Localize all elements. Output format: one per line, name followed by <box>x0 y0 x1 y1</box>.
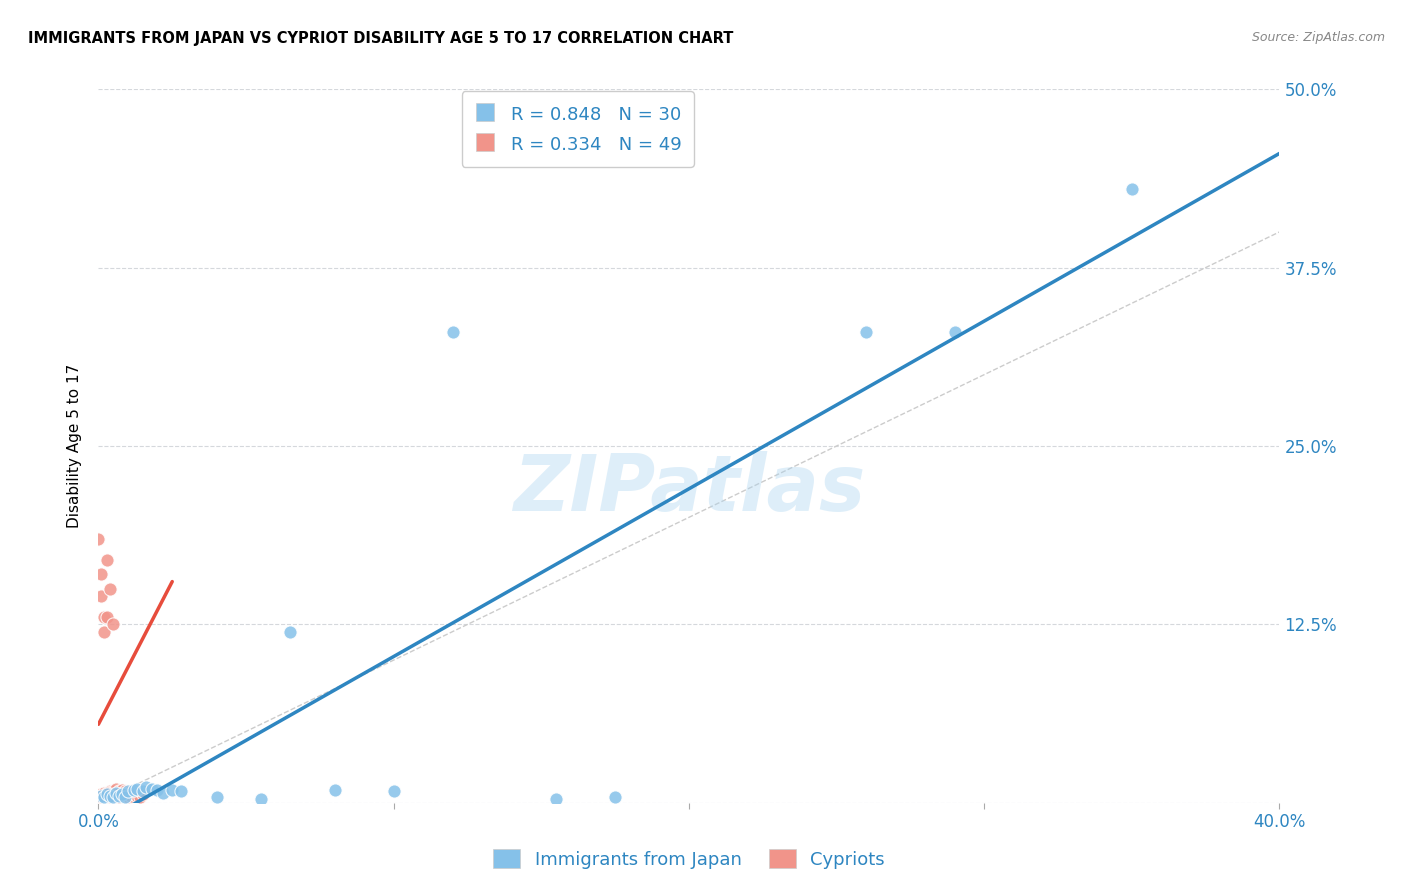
Legend: Immigrants from Japan, Cypriots: Immigrants from Japan, Cypriots <box>486 842 891 876</box>
Point <box>125 781 148 796</box>
Point <box>132 784 155 798</box>
Point <box>120 784 142 798</box>
Point <box>114 790 136 805</box>
Y-axis label: Disability Age 5 to 17: Disability Age 5 to 17 <box>67 364 83 528</box>
Point <box>90 589 112 603</box>
Point <box>108 787 131 801</box>
Point <box>93 789 115 803</box>
Point <box>146 783 169 797</box>
Point <box>111 789 134 803</box>
Text: IMMIGRANTS FROM JAPAN VS CYPRIOT DISABILITY AGE 5 TO 17 CORRELATION CHART: IMMIGRANTS FROM JAPAN VS CYPRIOT DISABIL… <box>28 31 734 46</box>
Point <box>93 786 115 800</box>
Point <box>128 789 150 803</box>
Point <box>250 791 273 805</box>
Point <box>108 784 131 798</box>
Point <box>162 783 183 797</box>
Point <box>1121 182 1143 196</box>
Point <box>855 325 877 339</box>
Point <box>111 787 134 801</box>
Point <box>103 784 125 798</box>
Point <box>103 789 125 803</box>
Point <box>98 789 121 803</box>
Point <box>90 567 112 582</box>
Point <box>111 786 134 800</box>
Point <box>96 787 118 801</box>
Point <box>382 784 405 798</box>
Point <box>90 790 112 805</box>
Point <box>114 787 136 801</box>
Point <box>170 784 193 798</box>
Point <box>105 787 128 801</box>
Point <box>132 787 155 801</box>
Point <box>441 325 464 339</box>
Point <box>111 783 134 797</box>
Point <box>87 532 110 546</box>
Point <box>114 784 136 798</box>
Point <box>117 789 139 803</box>
Point <box>546 791 568 805</box>
Point <box>96 610 118 624</box>
Point <box>605 790 627 805</box>
Point <box>96 786 118 800</box>
Point <box>93 790 115 805</box>
Point <box>117 786 139 800</box>
Point <box>135 780 157 794</box>
Point <box>114 787 136 801</box>
Point <box>125 787 148 801</box>
Point <box>125 789 148 803</box>
Point <box>117 784 139 798</box>
Point <box>943 325 966 339</box>
Point <box>141 781 163 796</box>
Point <box>108 789 131 803</box>
Point <box>122 783 145 797</box>
Point <box>122 786 145 800</box>
Point <box>103 617 125 632</box>
Point <box>96 553 118 567</box>
Point <box>280 624 302 639</box>
Point <box>108 790 131 805</box>
Point <box>105 789 128 803</box>
Point <box>98 789 121 803</box>
Point <box>128 790 150 805</box>
Text: Source: ZipAtlas.com: Source: ZipAtlas.com <box>1251 31 1385 45</box>
Point <box>105 786 128 800</box>
Point <box>117 790 139 805</box>
Point <box>120 789 142 803</box>
Point <box>103 787 125 801</box>
Point <box>132 786 155 800</box>
Point <box>122 787 145 801</box>
Point <box>87 789 110 803</box>
Point <box>98 582 121 596</box>
Point <box>103 790 125 805</box>
Text: ZIPatlas: ZIPatlas <box>513 450 865 527</box>
Point <box>105 786 128 800</box>
Point <box>98 790 121 805</box>
Point <box>93 610 115 624</box>
Point <box>90 787 112 801</box>
Point <box>98 784 121 798</box>
Point <box>105 781 128 796</box>
Point <box>120 787 142 801</box>
Point <box>90 789 112 803</box>
Point <box>93 624 115 639</box>
Point <box>205 790 228 805</box>
Point <box>96 789 118 803</box>
Point <box>152 786 174 800</box>
Point <box>323 783 346 797</box>
